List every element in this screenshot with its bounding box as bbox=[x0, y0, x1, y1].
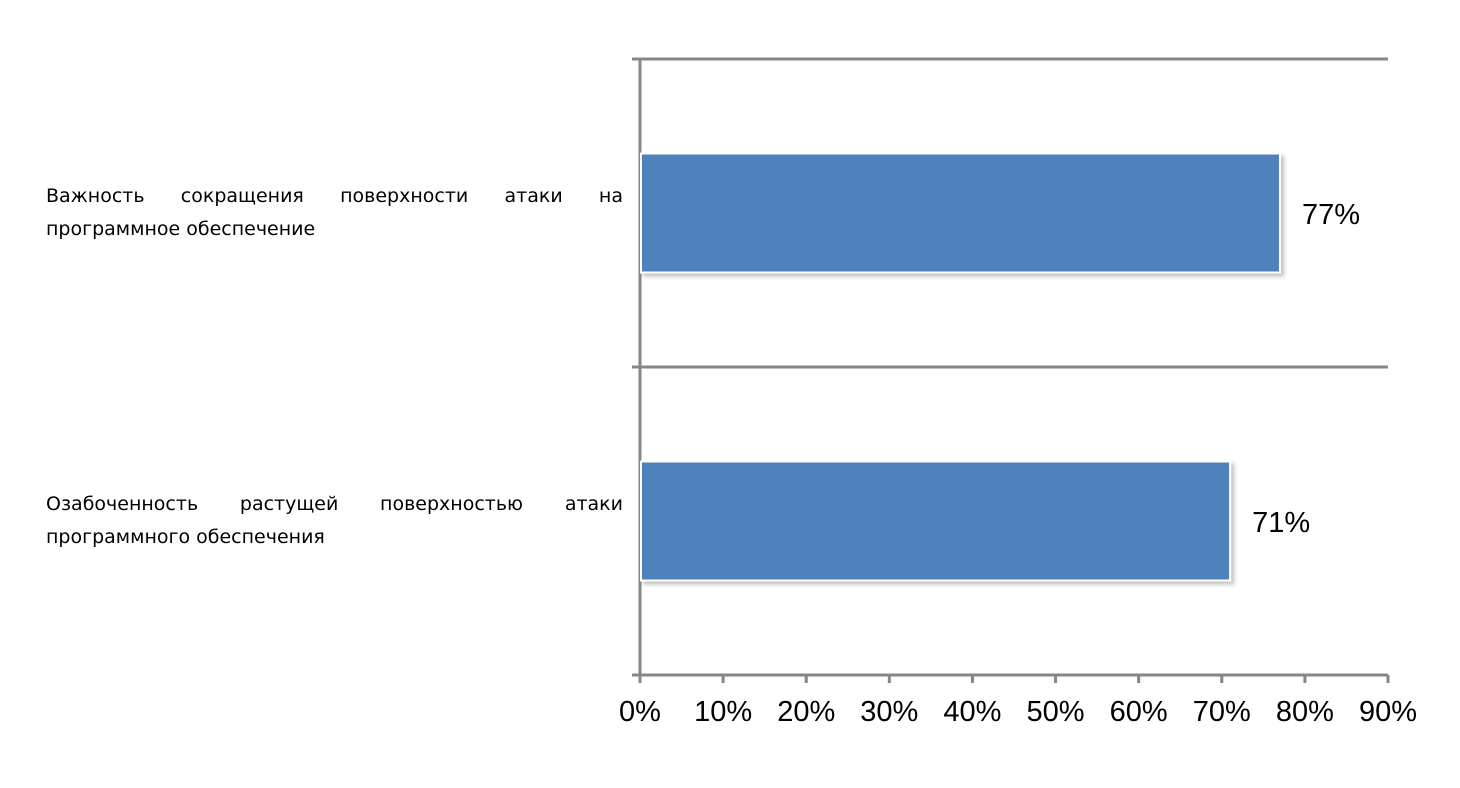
category-label: Важность сокращения поверхности атаки на… bbox=[46, 185, 623, 240]
category-label: Озабоченность растущей поверхностью атак… bbox=[46, 493, 623, 548]
bar bbox=[640, 460, 1232, 582]
x-tick-label: 80% bbox=[1276, 696, 1334, 728]
x-tick-label: 0% bbox=[619, 696, 661, 728]
x-tick-label: 10% bbox=[694, 696, 752, 728]
x-tick-label: 70% bbox=[1193, 696, 1251, 728]
value-labels: 77% 71% bbox=[1252, 199, 1360, 539]
bars bbox=[640, 152, 1281, 582]
value-label: 71% bbox=[1252, 507, 1310, 539]
value-label: 77% bbox=[1302, 199, 1360, 231]
x-tick-label: 60% bbox=[1110, 696, 1168, 728]
x-tick-label: 20% bbox=[777, 696, 835, 728]
x-tick-label: 50% bbox=[1027, 696, 1085, 728]
x-axis-ticks: 0% 10% 20% 30% 40% 50% 60% 70% 80% 90% bbox=[619, 675, 1417, 728]
x-tick-label: 90% bbox=[1359, 696, 1417, 728]
category-separators bbox=[632, 57, 1388, 369]
x-tick-label: 40% bbox=[943, 696, 1001, 728]
bar bbox=[640, 152, 1281, 274]
x-tick-label: 30% bbox=[860, 696, 918, 728]
